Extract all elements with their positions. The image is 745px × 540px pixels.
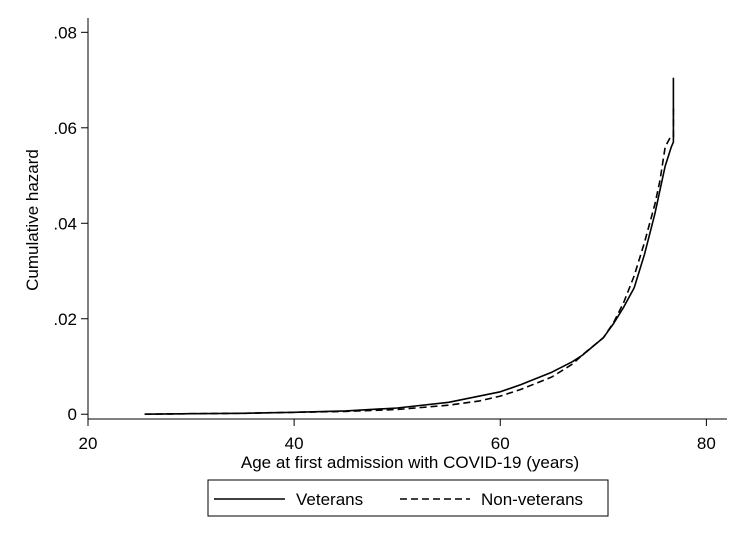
legend-label: Veterans	[296, 490, 363, 509]
x-tick-label: 40	[285, 434, 304, 453]
legend: Veterans Non-veterans	[207, 479, 609, 517]
plot-area	[87, 18, 727, 420]
y-tick-label: .06	[53, 119, 77, 138]
y-tick-label: .04	[53, 214, 77, 233]
y-tick-label: .02	[53, 310, 77, 329]
y-tick-label: 0	[68, 405, 77, 424]
x-tick-label: 60	[491, 434, 510, 453]
x-axis-title: Age at first admission with COVID-19 (ye…	[241, 453, 579, 472]
series-layer	[144, 77, 675, 415]
y-axis-title: Cumulative hazard	[23, 149, 42, 291]
x-tick-label: 80	[697, 434, 716, 453]
legend-box	[207, 479, 609, 517]
y-tick-label: .08	[53, 23, 77, 42]
legend-label: Non-veterans	[481, 490, 583, 509]
series-line-veterans	[144, 77, 675, 415]
series-line-non-veterans	[144, 108, 675, 415]
y-axis-ticks: 0 .02 .04 .06 .08	[53, 23, 88, 424]
x-tick-label: 20	[79, 434, 98, 453]
x-axis-ticks: 20 40 60 80	[79, 419, 716, 453]
